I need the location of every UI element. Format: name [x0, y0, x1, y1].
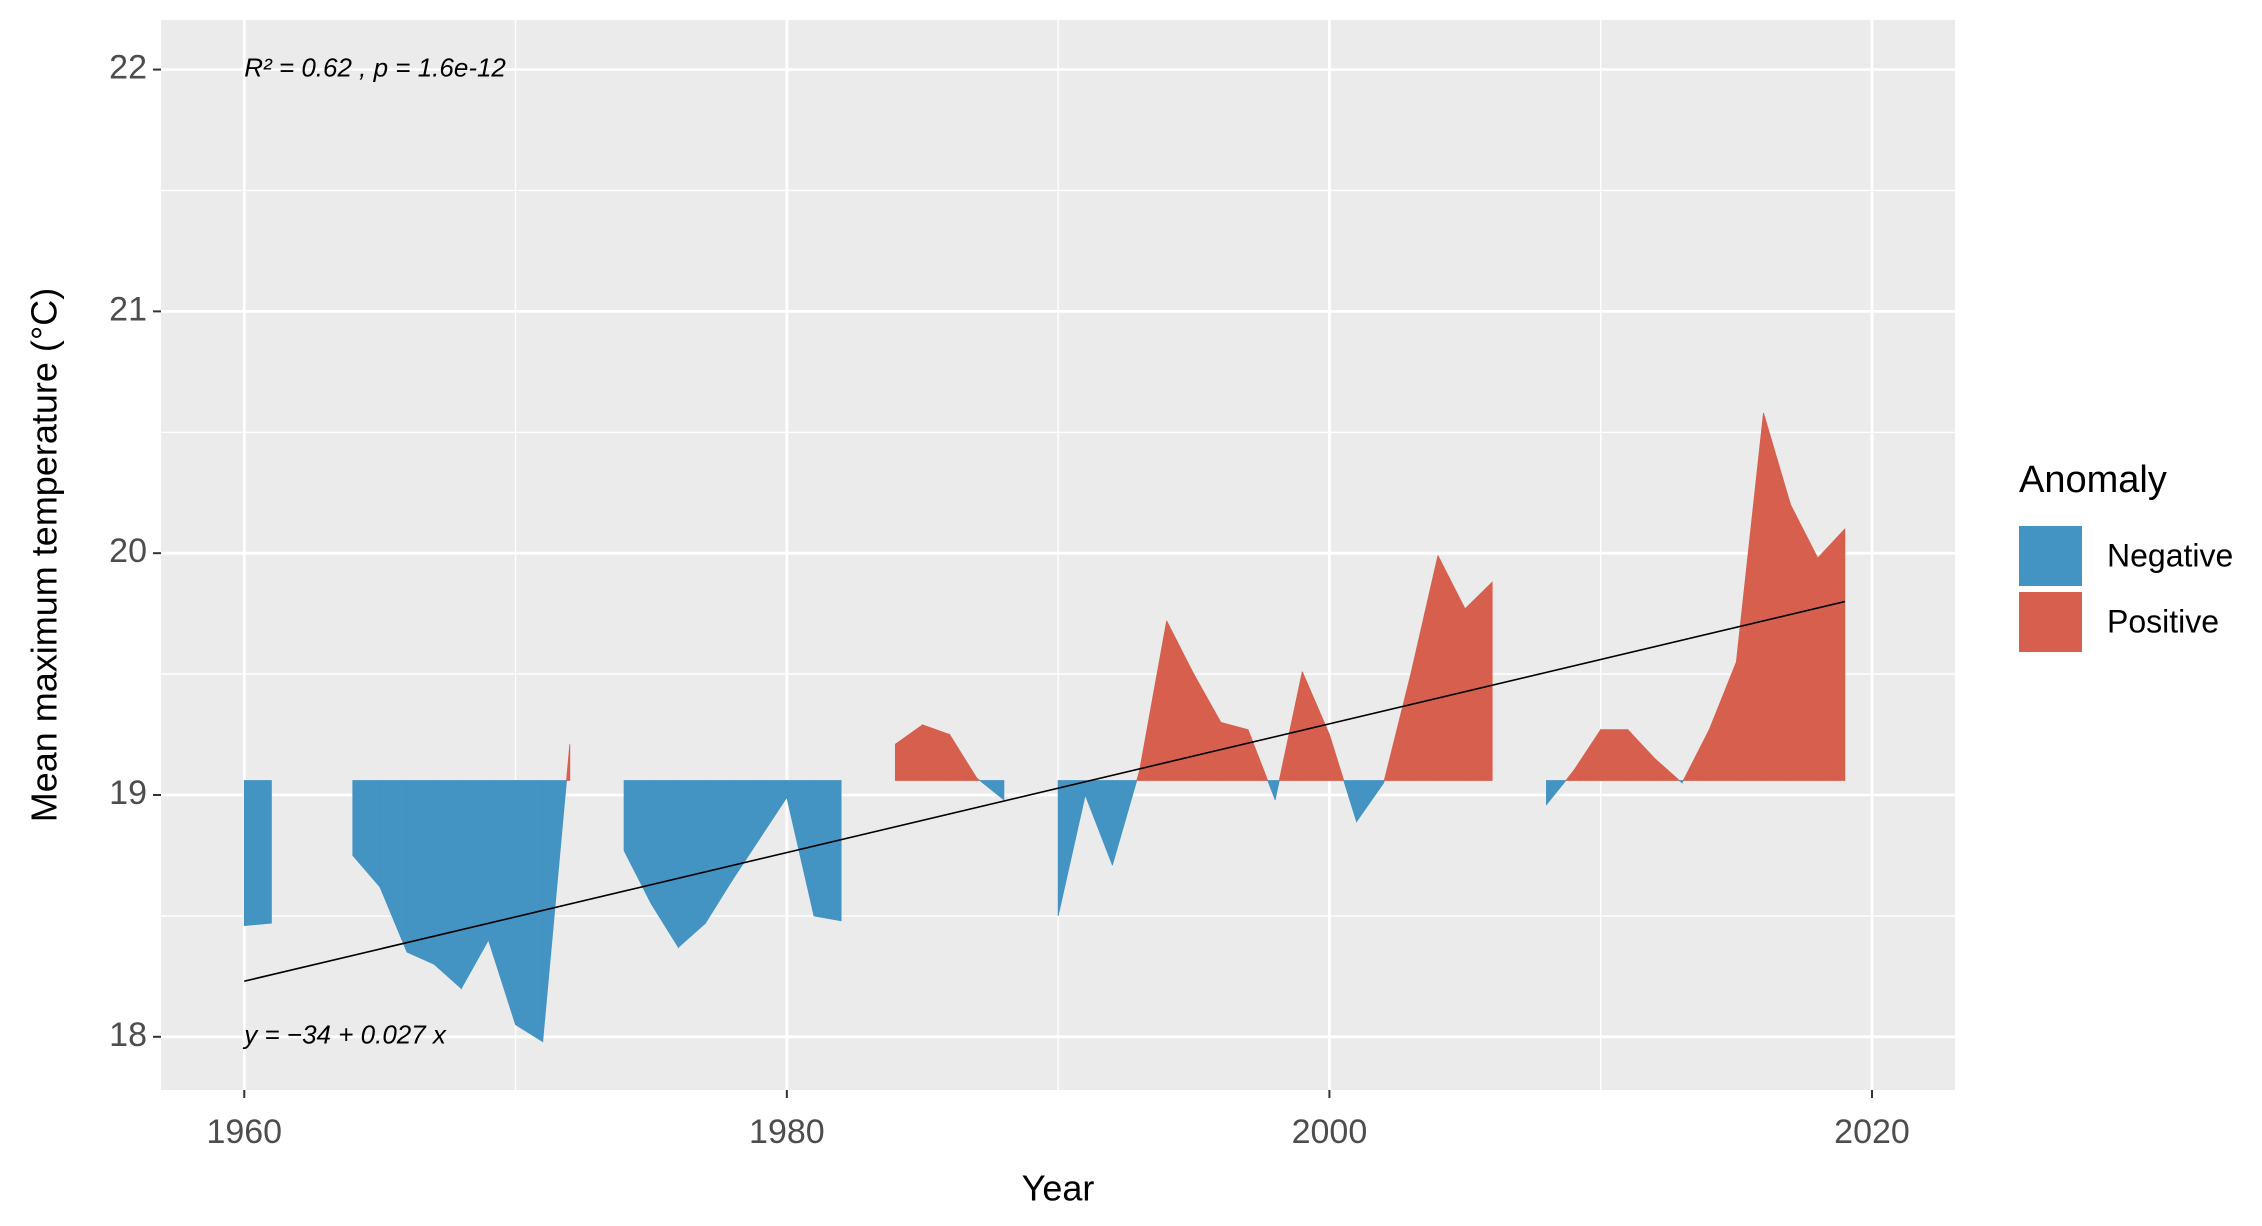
anomaly-area	[813, 780, 842, 922]
anomaly-area	[677, 780, 706, 949]
anomaly-area	[1274, 780, 1280, 800]
anomaly-area	[433, 780, 462, 990]
anomaly-area	[1220, 721, 1249, 781]
y-tick-label: 20	[109, 532, 147, 570]
trend-line	[244, 600, 1846, 982]
annotation: y = −34 + 0.027 x	[242, 1020, 447, 1050]
anomaly-area	[1247, 729, 1269, 781]
legend-label: Negative	[2107, 537, 2233, 573]
anomaly-area	[1464, 581, 1493, 781]
y-tick-label: 18	[109, 1016, 147, 1054]
y-tick-label: 19	[109, 774, 147, 812]
anomaly-area	[1111, 780, 1138, 866]
anomaly-area	[1817, 527, 1846, 781]
y-tick-label: 22	[109, 49, 147, 87]
anomaly-area	[1600, 729, 1629, 781]
x-tick-label: 1980	[749, 1113, 825, 1151]
x-tick-label: 2020	[1834, 1113, 1910, 1151]
x-axis-title: Year	[1022, 1168, 1095, 1209]
x-tick-label: 2000	[1292, 1113, 1368, 1151]
y-tick-label: 21	[109, 290, 147, 328]
legend-key	[2019, 526, 2082, 586]
x-tick-label: 1960	[206, 1113, 282, 1151]
legend-label: Positive	[2107, 603, 2219, 639]
anomaly-area	[976, 777, 981, 781]
legend-key	[2019, 592, 2082, 652]
anomaly-area	[566, 744, 571, 781]
anomaly-area	[1654, 757, 1681, 781]
legend-title: Anomaly	[2019, 459, 2167, 501]
anomaly-area	[1546, 780, 1567, 806]
anomaly-areas	[243, 412, 1846, 1043]
annotation: R² = 0.62 , p = 1.6e-12	[244, 52, 506, 82]
anomaly-area	[1329, 734, 1345, 781]
anomaly-area	[978, 780, 1005, 801]
anomaly-area	[243, 780, 272, 927]
y-axis-title: Mean maximum temperature (°C)	[24, 288, 65, 823]
anomaly-area	[1681, 780, 1684, 784]
anomaly-area	[922, 724, 951, 781]
